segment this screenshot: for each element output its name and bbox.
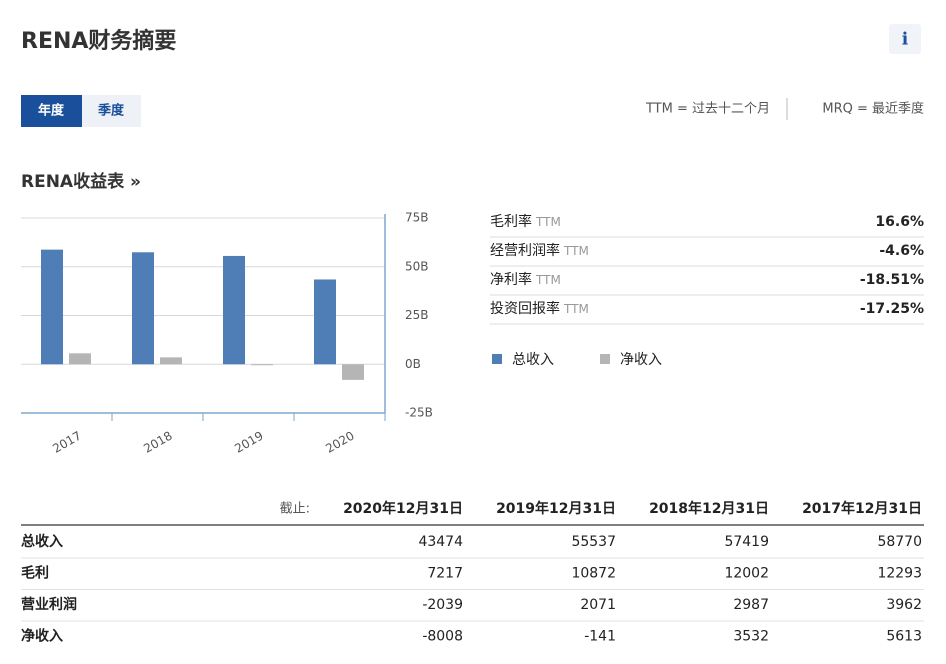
table-cell: 3962 (886, 597, 922, 613)
ratio-label: 毛利率 TTM (490, 213, 561, 230)
x-tick-label: 2018 (141, 429, 174, 456)
bar (314, 279, 336, 365)
table-cell: -2039 (422, 597, 463, 613)
x-tick-label: 2020 (323, 429, 356, 456)
ratio-label: 净利率 TTM (490, 271, 561, 288)
tab[interactable] (82, 95, 141, 127)
row-label: 营业利润 (21, 596, 77, 613)
table-header: 2020年12月31日 (343, 500, 463, 517)
ratio-tag: TTM (563, 244, 589, 258)
ratio-label: 投资回报率 TTM (490, 300, 589, 317)
y-tick-label: 75B (405, 211, 429, 225)
ratio-name: 经营利润率 (490, 242, 560, 259)
x-tick-label: 2017 (50, 429, 83, 456)
ratio-value: -18.51% (860, 272, 924, 288)
table-cell: 55537 (571, 534, 616, 550)
ratio-value: -17.25% (860, 301, 924, 317)
legend-swatch (600, 354, 610, 364)
info-button[interactable] (889, 24, 921, 54)
table-header: 截止: (280, 502, 310, 517)
ratio-tag: TTM (535, 215, 561, 229)
table-cell: -141 (584, 629, 616, 645)
bar (251, 364, 273, 366)
y-tick-label: -25B (405, 406, 433, 420)
table-cell: 2987 (733, 597, 769, 613)
ratio-tag: TTM (563, 302, 589, 316)
ratio-value: -4.6% (879, 243, 924, 259)
y-tick-label: 25B (405, 308, 429, 322)
ratio-name: 毛利率 (490, 213, 532, 230)
table-cell: 7217 (427, 566, 463, 582)
table-header: 2017年12月31日 (802, 500, 922, 517)
table-header: 2019年12月31日 (496, 500, 616, 517)
note: TTM = 过去十二个月 (645, 102, 770, 117)
row-label: 总收入 (21, 533, 63, 550)
table-cell: 12002 (724, 566, 769, 582)
bar (132, 252, 154, 365)
row-label: 净收入 (21, 628, 63, 645)
y-tick-label: 50B (405, 259, 429, 273)
note: MRQ = 最近季度 (822, 101, 924, 117)
legend-swatch (492, 354, 502, 364)
table-header: 2018年12月31日 (649, 500, 769, 517)
bar (223, 255, 245, 365)
ratio-name: 净利率 (490, 271, 532, 288)
row-label: 毛利 (21, 565, 49, 582)
table-cell: 58770 (877, 534, 922, 550)
ratio-label: 经营利润率 TTM (490, 242, 589, 259)
bar (342, 364, 364, 380)
legend-label: 总收入 (512, 352, 554, 368)
legend-label: 净收入 (620, 352, 662, 368)
ratio-value: 16.6% (875, 214, 924, 230)
bar (160, 357, 182, 365)
tab-label[interactable]: 年度 (38, 103, 65, 119)
ratio-tag: TTM (535, 273, 561, 287)
table-cell: -8008 (422, 629, 463, 645)
info-icon[interactable]: i (902, 30, 909, 50)
bar (41, 249, 63, 365)
table-cell: 3532 (733, 629, 769, 645)
table-cell: 57419 (724, 534, 769, 550)
table-cell: 43474 (418, 534, 463, 550)
page-title: RENA财务摘要 (21, 28, 176, 54)
bar (69, 353, 91, 365)
ratio-name: 投资回报率 (490, 300, 560, 317)
table-cell: 2071 (580, 597, 616, 613)
x-tick-label: 2019 (232, 429, 265, 456)
section-title: RENA收益表 » (21, 171, 141, 192)
table-cell: 5613 (886, 629, 922, 645)
tab-active[interactable] (21, 95, 82, 127)
tab-label[interactable]: 季度 (97, 103, 125, 119)
table-cell: 10872 (571, 566, 616, 582)
table-cell: 12293 (877, 566, 922, 582)
y-tick-label: 0B (405, 357, 421, 371)
